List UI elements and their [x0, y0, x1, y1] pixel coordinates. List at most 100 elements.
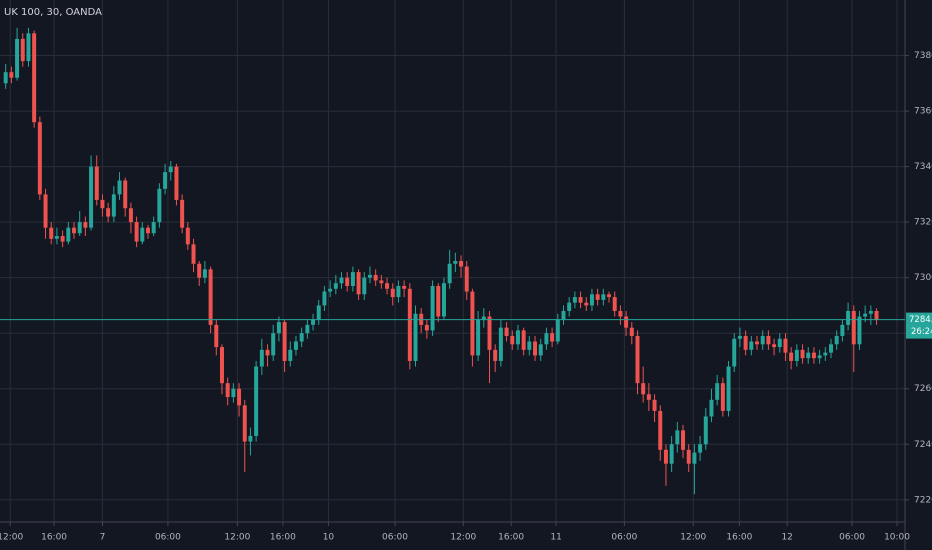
candle-body — [692, 452, 697, 464]
candle-body — [9, 72, 14, 78]
candle-body — [174, 166, 179, 200]
candle-body — [857, 316, 862, 345]
candle-body — [481, 316, 486, 320]
candle-body — [658, 410, 663, 450]
candle-body — [675, 430, 680, 445]
candle-body — [248, 435, 253, 442]
candle-body — [783, 338, 788, 353]
candle-body — [521, 330, 526, 350]
candle-body — [737, 335, 742, 339]
y-tick-label: 7320.0 — [914, 218, 932, 228]
candle-body — [459, 261, 464, 267]
candle-body — [123, 180, 128, 209]
candle-body — [436, 285, 441, 317]
candle-body — [498, 327, 503, 361]
candle-body — [254, 366, 259, 436]
candle-body — [453, 261, 458, 264]
x-tick-label: 12:00 — [224, 533, 250, 543]
x-tick-label: 06:00 — [382, 533, 408, 543]
candles — [3, 27, 879, 495]
candle-body — [641, 383, 646, 395]
x-tick-label: 06:00 — [839, 533, 865, 543]
candle-body — [823, 352, 828, 356]
countdown-label: 26:24 — [911, 327, 932, 337]
candle-body — [15, 38, 20, 78]
candle-body — [703, 416, 708, 445]
candle-body — [197, 263, 202, 278]
candle-body — [789, 352, 794, 361]
candle-body — [851, 310, 856, 345]
candle-body — [726, 366, 731, 411]
candle-body — [544, 333, 549, 345]
candle-body — [89, 166, 94, 228]
candle-body — [350, 272, 355, 286]
last-price-label: 7284.9 — [909, 315, 932, 325]
candle-body — [624, 316, 629, 328]
candle-body — [441, 283, 446, 317]
candle-body — [333, 283, 338, 289]
candle-body — [94, 166, 99, 200]
y-tick-label: 7260.0 — [914, 384, 932, 394]
candle-body — [817, 355, 822, 359]
candle-body — [242, 405, 247, 442]
candle-body — [60, 236, 65, 242]
candle-body — [595, 294, 600, 300]
candle-body — [219, 347, 224, 384]
x-tick-label: 16:00 — [41, 533, 67, 543]
candle-body — [265, 349, 270, 356]
candle-body — [316, 305, 321, 320]
x-tick-label: 10 — [323, 533, 335, 543]
candle-body — [191, 244, 196, 264]
candle-body — [128, 208, 133, 223]
x-tick-label: 12 — [781, 533, 792, 543]
candle-body — [601, 294, 606, 300]
candle-body — [134, 222, 139, 242]
y-tick-label: 7220.0 — [914, 495, 932, 505]
candle-body — [749, 341, 754, 350]
candle-body — [834, 335, 839, 345]
candle-body — [305, 324, 310, 334]
candle-body — [760, 335, 765, 345]
candle-body — [755, 341, 760, 345]
candle-body — [106, 208, 111, 217]
candle-body — [180, 199, 185, 228]
candle-body — [72, 227, 76, 234]
candle-body — [800, 349, 805, 359]
candle-body — [561, 310, 566, 320]
candle-body — [766, 335, 771, 345]
candle-body — [299, 333, 304, 342]
candle-body — [447, 263, 452, 284]
candle-body — [214, 324, 219, 348]
x-tick-label: 06:00 — [155, 533, 181, 543]
candle-body — [732, 338, 737, 367]
candle-body — [157, 188, 162, 223]
candle-body — [510, 335, 515, 345]
x-tick-label: 12:00 — [450, 533, 476, 543]
candle-body — [407, 288, 412, 361]
candle-body — [550, 333, 555, 342]
candle-body — [362, 277, 367, 295]
candle-body — [652, 399, 657, 411]
x-tick-label: 10:00 — [884, 533, 910, 543]
candle-body — [464, 266, 469, 292]
candle-body — [208, 269, 213, 325]
candle-body — [282, 322, 287, 361]
candle-body — [367, 274, 372, 278]
candle-body — [276, 322, 281, 334]
x-tick-label: 12:00 — [680, 533, 706, 543]
candle-body — [794, 349, 799, 361]
candle-body — [715, 383, 720, 400]
candle-body — [629, 327, 634, 336]
candle-body — [43, 194, 48, 228]
candle-body — [874, 310, 879, 320]
x-tick-label: 12:00 — [0, 533, 23, 543]
candle-body — [385, 283, 390, 289]
candle-body — [527, 341, 532, 350]
candle-body — [607, 294, 612, 298]
candle-body — [237, 388, 242, 406]
candle-body — [26, 33, 31, 62]
candle-body — [829, 344, 833, 353]
candle-body — [373, 274, 378, 281]
candle-body — [288, 349, 293, 361]
candle-body — [77, 222, 82, 234]
